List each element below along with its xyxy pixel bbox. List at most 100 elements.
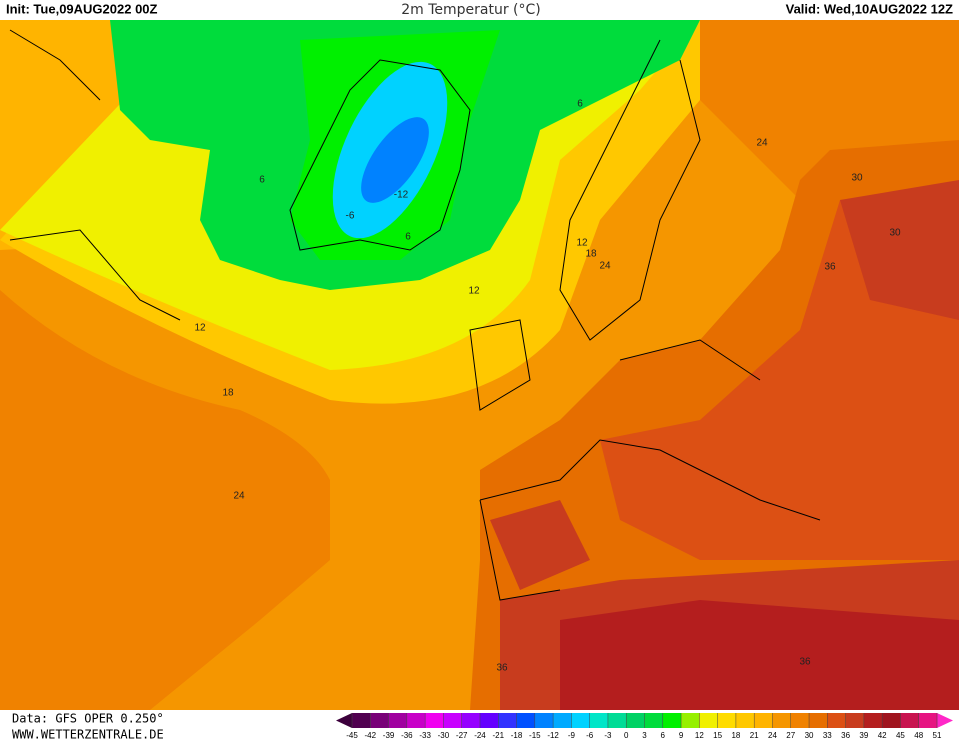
colorbar-label: 33 (823, 731, 832, 740)
temp-region (560, 600, 959, 710)
colorbar-label: 9 (679, 731, 684, 740)
colorbar-box (406, 713, 426, 728)
colorbar-box (388, 713, 408, 728)
contour-label: 24 (599, 261, 611, 272)
colorbar-box (644, 713, 664, 728)
website: WWW.WETTERZENTRALE.DE (12, 728, 164, 741)
contour-label: 18 (222, 388, 234, 399)
data-source: Data: GFS OPER 0.250° (12, 712, 164, 726)
colorbar-box (553, 713, 572, 728)
contour-label: 30 (889, 228, 901, 239)
colorbar-box (534, 713, 554, 728)
init-time: Init: Tue,09AUG2022 00Z (6, 1, 158, 16)
colorbar-label: 48 (914, 731, 923, 740)
colorbar-box (589, 713, 609, 728)
colorbar-label: -12 (547, 731, 559, 740)
colorbar-box (845, 713, 865, 728)
colorbar-box (516, 713, 536, 728)
colorbar-label: 39 (859, 731, 868, 740)
contour-label: 12 (576, 238, 588, 249)
colorbar-box (809, 713, 828, 728)
colorbar-box (681, 713, 700, 728)
colorbar-label: 45 (896, 731, 905, 740)
contour-label: 24 (756, 138, 768, 149)
colorbar-label: -21 (492, 731, 504, 740)
contour-label: -12 (394, 190, 409, 201)
colorbar-box (607, 713, 627, 728)
colorbar-box (662, 713, 682, 728)
map-title: 2m Temperatur (°C) (401, 2, 541, 18)
colorbar-label: -3 (604, 731, 612, 740)
colorbar-label: -45 (346, 731, 358, 740)
contour-label: 6 (577, 99, 583, 110)
colorbar-box (863, 713, 883, 728)
colorbar-label: 6 (661, 731, 666, 740)
colorbar-label: 36 (841, 731, 850, 740)
temp-region (361, 117, 429, 203)
valid-time: Valid: Wed,10AUG2022 12Z (786, 1, 953, 16)
contour-label: 36 (799, 657, 811, 668)
colorbar-box (699, 713, 718, 728)
colorbar-box (443, 713, 462, 728)
colorbar: -45 -42 -39 -36 -33 -30 -27 -24 -21 -18 -15 -12 -9 -6… (336, 713, 953, 740)
colorbar-label: 30 (805, 731, 814, 740)
colorbar-box (626, 713, 645, 728)
map (0, 20, 959, 710)
colorbar-box (900, 713, 920, 728)
contour-label: 12 (468, 286, 480, 297)
colorbar-label: 21 (750, 731, 759, 740)
contour-label: 24 (233, 491, 245, 502)
colorbar-over (937, 713, 953, 728)
colorbar-box (571, 713, 590, 728)
coastline (289, 59, 471, 251)
colorbar-label: 15 (713, 731, 722, 740)
coastline (469, 319, 761, 411)
colorbar-under (336, 713, 352, 728)
contour-label: 6 (259, 175, 265, 186)
colorbar-box (461, 713, 481, 728)
colorbar-label: 3 (642, 731, 647, 740)
colorbar-label: -27 (456, 731, 468, 740)
colorbar-label: -15 (529, 731, 541, 740)
contour-label: -6 (346, 211, 355, 222)
coastline (9, 29, 181, 321)
colorbar-label: -18 (511, 731, 523, 740)
colorbar-box (735, 713, 755, 728)
colorbar-label: -39 (383, 731, 395, 740)
colorbar-label: -36 (401, 731, 413, 740)
contour-label: 12 (194, 323, 206, 334)
colorbar-label: 0 (624, 731, 629, 740)
temp-region (840, 180, 959, 320)
colorbar-box (754, 713, 773, 728)
colorbar-label: 18 (731, 731, 740, 740)
coastline (479, 439, 821, 601)
colorbar-box (370, 713, 389, 728)
colorbar-label: 27 (786, 731, 795, 740)
contour-label: 6 (405, 232, 411, 243)
colorbar-box (425, 713, 444, 728)
temp-region (490, 500, 590, 590)
colorbar-box (882, 713, 901, 728)
colorbar-label: 51 (933, 731, 942, 740)
colorbar-box (918, 713, 938, 728)
colorbar-box (827, 713, 846, 728)
contour-label: 30 (851, 173, 863, 184)
colorbar-label: 24 (768, 731, 777, 740)
colorbar-label: -6 (586, 731, 594, 740)
contour-label: 36 (496, 663, 508, 674)
temp-region (0, 290, 330, 710)
colorbar-box (772, 713, 792, 728)
colorbar-box (479, 713, 499, 728)
colorbar-label: -30 (438, 731, 450, 740)
colorbar-box (498, 713, 517, 728)
colorbar-label: 42 (878, 731, 887, 740)
colorbar-box (790, 713, 810, 728)
colorbar-label: -24 (474, 731, 486, 740)
colorbar-box (352, 713, 371, 728)
contour-label: 18 (585, 249, 597, 260)
colorbar-label: -42 (365, 731, 377, 740)
colorbar-box (717, 713, 737, 728)
colorbar-label: 12 (695, 731, 704, 740)
